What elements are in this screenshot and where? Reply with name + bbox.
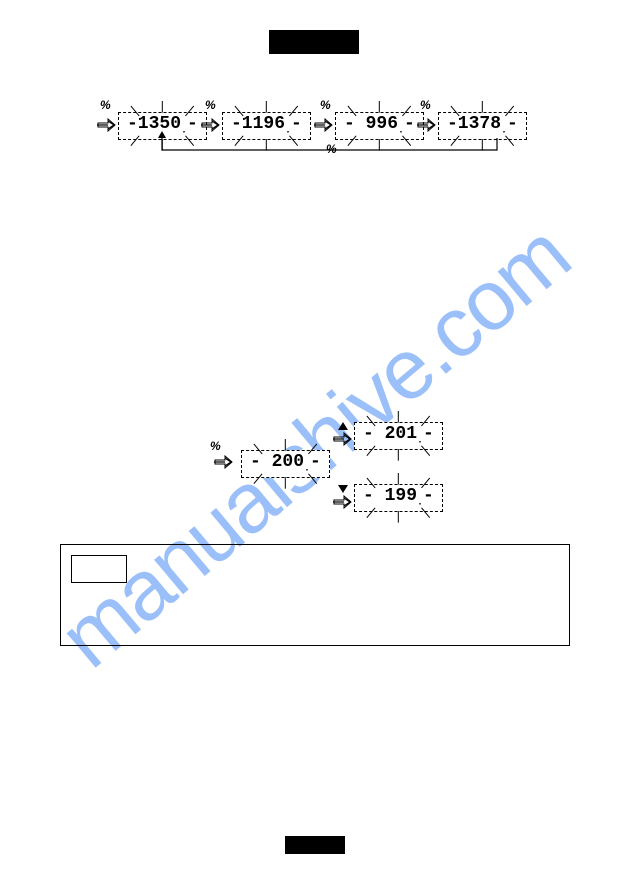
display-dn: - 199.- (354, 484, 443, 512)
percent-label-0: % (100, 98, 111, 112)
top-black-bar (269, 30, 359, 54)
percent-label-1: % (205, 98, 216, 112)
return-percent-label: % (326, 142, 337, 156)
step-arrow-icon (332, 432, 352, 446)
down-triangle-icon (338, 485, 348, 493)
page-content: -1350.- -1196.- - 996.- -1378.- (0, 0, 630, 893)
step-arrow-icon (416, 118, 436, 132)
percent-label-3: % (420, 98, 431, 112)
bottom-black-bar (285, 836, 345, 854)
display-box-3: -1378.- (438, 112, 527, 140)
notice-inner-box (71, 555, 127, 583)
step-arrow-icon (213, 455, 233, 469)
step-arrow-icon (313, 118, 333, 132)
step-arrow-icon (332, 495, 352, 509)
notice-box (60, 544, 570, 646)
display-box-0: -1350.- (118, 112, 207, 140)
display-up: - 201.- (354, 422, 443, 450)
display-main: - 200.- (241, 450, 330, 478)
percent-label-row2: % (210, 439, 221, 453)
step-arrow-icon (200, 118, 220, 132)
percent-label-2: % (320, 98, 331, 112)
up-triangle-icon (338, 422, 348, 430)
step-arrow-icon (96, 118, 116, 132)
display-box-2: - 996.- (335, 112, 424, 140)
display-box-1: -1196.- (222, 112, 311, 140)
